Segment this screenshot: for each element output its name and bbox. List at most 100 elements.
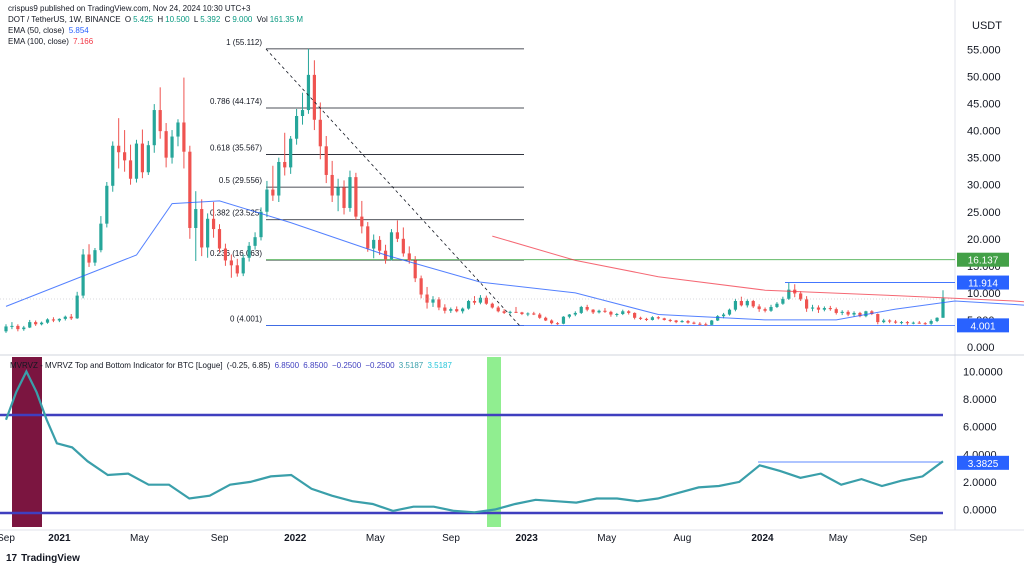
candle-body bbox=[662, 318, 666, 320]
candle-body bbox=[211, 218, 216, 230]
indicator-label-text: 3.3825 bbox=[968, 459, 999, 470]
candle-body bbox=[852, 312, 856, 315]
price-tick-label: 10.000 bbox=[967, 288, 1001, 300]
ema100-legend[interactable]: EMA (100, close) 7.166 bbox=[8, 36, 95, 47]
candle-body bbox=[413, 260, 417, 279]
candle-body bbox=[259, 211, 263, 238]
candle-body bbox=[389, 232, 394, 260]
tradingview-brand[interactable]: 17 TradingView bbox=[6, 553, 80, 564]
candle-body bbox=[656, 317, 660, 319]
candle-body bbox=[75, 295, 79, 319]
candle-body bbox=[330, 174, 334, 196]
candle-body bbox=[846, 311, 850, 315]
candle-body bbox=[775, 303, 779, 307]
candle-body bbox=[763, 309, 767, 311]
indicator-value-1: 6.8500 bbox=[274, 361, 300, 370]
time-tick-label: Aug bbox=[674, 533, 692, 544]
candle-body bbox=[627, 311, 631, 313]
candle-body bbox=[176, 122, 180, 137]
price-label-badge bbox=[957, 252, 1009, 267]
candle-body bbox=[294, 115, 299, 139]
candle-body bbox=[217, 229, 222, 249]
indicator-legend[interactable]: MVRVZ - MVRVZ Top and Bottom Indicator f… bbox=[10, 360, 454, 371]
candle-body bbox=[51, 319, 56, 321]
horizontal-lines[interactable] bbox=[266, 259, 955, 326]
close-value: 9.000 bbox=[232, 15, 253, 24]
candle-body bbox=[888, 320, 892, 322]
brand-name: TradingView bbox=[21, 553, 80, 564]
time-tick-label: Sep bbox=[442, 533, 460, 544]
candle-body bbox=[348, 177, 352, 208]
time-tick-label: May bbox=[597, 533, 616, 544]
price-label-text: 4.001 bbox=[970, 321, 995, 332]
candle-body bbox=[283, 161, 287, 168]
candle-body bbox=[929, 321, 933, 324]
price-tick-label: 0.000 bbox=[967, 342, 995, 354]
candle-body bbox=[698, 323, 702, 325]
candle-body bbox=[123, 152, 127, 161]
candle-body bbox=[822, 308, 826, 310]
candle-body bbox=[603, 310, 607, 312]
candle-body bbox=[247, 245, 251, 258]
candle-body bbox=[229, 260, 233, 266]
candle-body bbox=[496, 307, 500, 312]
candle-body bbox=[585, 306, 589, 310]
candle-body bbox=[28, 322, 32, 328]
candle-body bbox=[194, 209, 198, 228]
price-tick-label: 40.000 bbox=[967, 126, 1001, 138]
price-tick-label: 30.000 bbox=[967, 180, 1001, 192]
candle-body bbox=[502, 311, 506, 313]
fib-level-label: 0.382 (23.525) bbox=[210, 209, 262, 218]
time-axis[interactable]: Sep 2021 May Sep 2022 May Sep 2023 May Aug 2024 May… bbox=[0, 533, 928, 544]
candle-body bbox=[241, 257, 245, 274]
candle-body bbox=[443, 307, 447, 311]
fib-trend-line[interactable] bbox=[265, 48, 521, 327]
candle-body bbox=[395, 232, 400, 239]
candle-body bbox=[864, 311, 868, 317]
ema50-value: 5.854 bbox=[68, 26, 89, 35]
indicator-value-2: 6.8500 bbox=[303, 361, 328, 370]
volume-value: 161.35 M bbox=[269, 15, 304, 24]
fib-level-label: 0.236 (16.063) bbox=[210, 249, 262, 258]
candle-body bbox=[253, 237, 257, 246]
candle-body bbox=[425, 294, 429, 303]
fib-level-label: 0.5 (29.556) bbox=[219, 176, 262, 185]
fib-level-label: 0 (4.001) bbox=[230, 314, 262, 323]
candle-body bbox=[99, 223, 103, 251]
candle-body bbox=[549, 320, 554, 324]
indicator-value-3: −0.2500 bbox=[332, 361, 362, 370]
ema50-legend[interactable]: EMA (50, close) 5.854 bbox=[8, 25, 91, 36]
candle-body bbox=[508, 311, 512, 313]
candle-body bbox=[312, 74, 316, 120]
fibonacci-retracement[interactable]: 1 (55.112) 0.786 (44.174) 0.618 (35.567) 0.… bbox=[210, 38, 524, 326]
candle-body bbox=[69, 316, 73, 319]
candle-body bbox=[342, 187, 346, 208]
price-axis[interactable]: 55.000 50.000 45.000 40.000 35.000 30.000 25.0… bbox=[967, 44, 1001, 354]
candle-body bbox=[686, 321, 690, 323]
price-tick-label: 50.000 bbox=[967, 72, 1001, 84]
candle-body bbox=[437, 299, 441, 308]
candle-body bbox=[638, 317, 643, 319]
mvrv-bottom-zone bbox=[487, 357, 501, 527]
candle-body bbox=[644, 318, 649, 320]
time-tick-label: May bbox=[130, 533, 149, 544]
candle-body bbox=[206, 218, 210, 248]
mvrv-top-zone bbox=[12, 357, 42, 527]
candle-body bbox=[490, 303, 494, 308]
candle-body bbox=[810, 307, 815, 309]
open-value: 5.425 bbox=[133, 15, 154, 24]
candle-body bbox=[917, 322, 921, 324]
open-label: O bbox=[124, 15, 132, 24]
symbol-name[interactable]: DOT / TetherUS, 1W, BINANCE bbox=[8, 15, 121, 24]
indicator-tick-label: 10.0000 bbox=[963, 367, 1003, 379]
candle-body bbox=[840, 311, 844, 313]
candle-body bbox=[561, 316, 566, 324]
price-tick-label: 55.000 bbox=[967, 44, 1001, 56]
indicator-tick-label: 6.0000 bbox=[963, 422, 997, 434]
candle-body bbox=[692, 322, 696, 324]
price-tick-label: 35.000 bbox=[967, 153, 1001, 165]
candle-body bbox=[751, 301, 755, 307]
candle-body bbox=[526, 313, 530, 315]
candle-body bbox=[366, 226, 370, 249]
